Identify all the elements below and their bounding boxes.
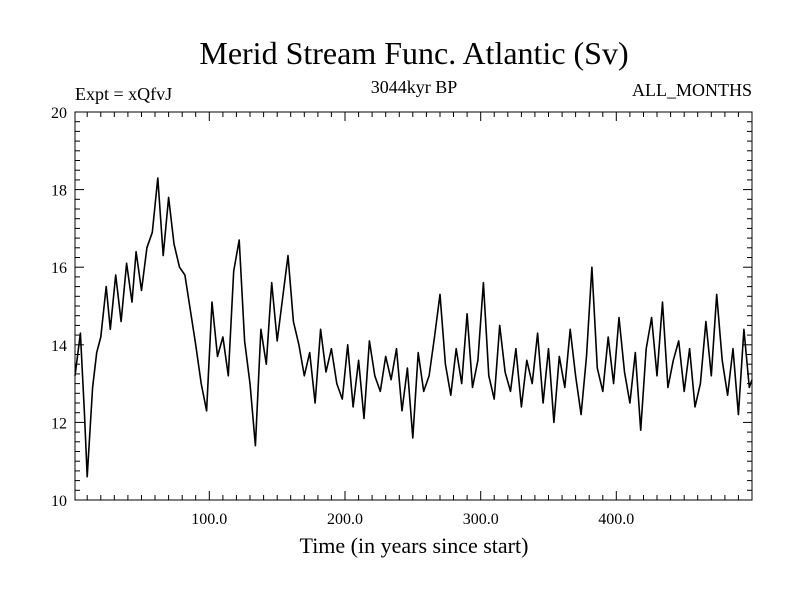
y-axis-tick-labels: 10 12 14 16 18 20	[51, 105, 67, 510]
x-tick-label: 300.0	[463, 511, 499, 528]
months-label: ALL_MONTHS	[632, 80, 752, 100]
x-axis-tick-labels: 100.0 200.0 300.0 400.0	[191, 511, 634, 528]
x-tick-label: 100.0	[191, 511, 227, 528]
y-tick-label: 12	[51, 415, 67, 432]
plot-frame	[74, 111, 753, 501]
y-tick-label: 16	[51, 260, 67, 277]
axis-ticks	[75, 111, 753, 501]
x-tick-label: 400.0	[598, 511, 634, 528]
y-tick-label: 14	[51, 338, 67, 355]
chart-title: Merid Stream Func. Atlantic (Sv)	[199, 35, 628, 71]
experiment-label: Expt = xQfvJ	[75, 84, 172, 104]
x-axis-label: Time (in years since start)	[300, 533, 529, 558]
x-tick-label: 200.0	[327, 511, 363, 528]
y-tick-label: 10	[51, 493, 67, 510]
y-tick-label: 18	[51, 183, 67, 200]
period-label: 3044kyr BP	[371, 77, 458, 97]
y-tick-label: 20	[51, 105, 67, 122]
series-line	[74, 177, 753, 478]
